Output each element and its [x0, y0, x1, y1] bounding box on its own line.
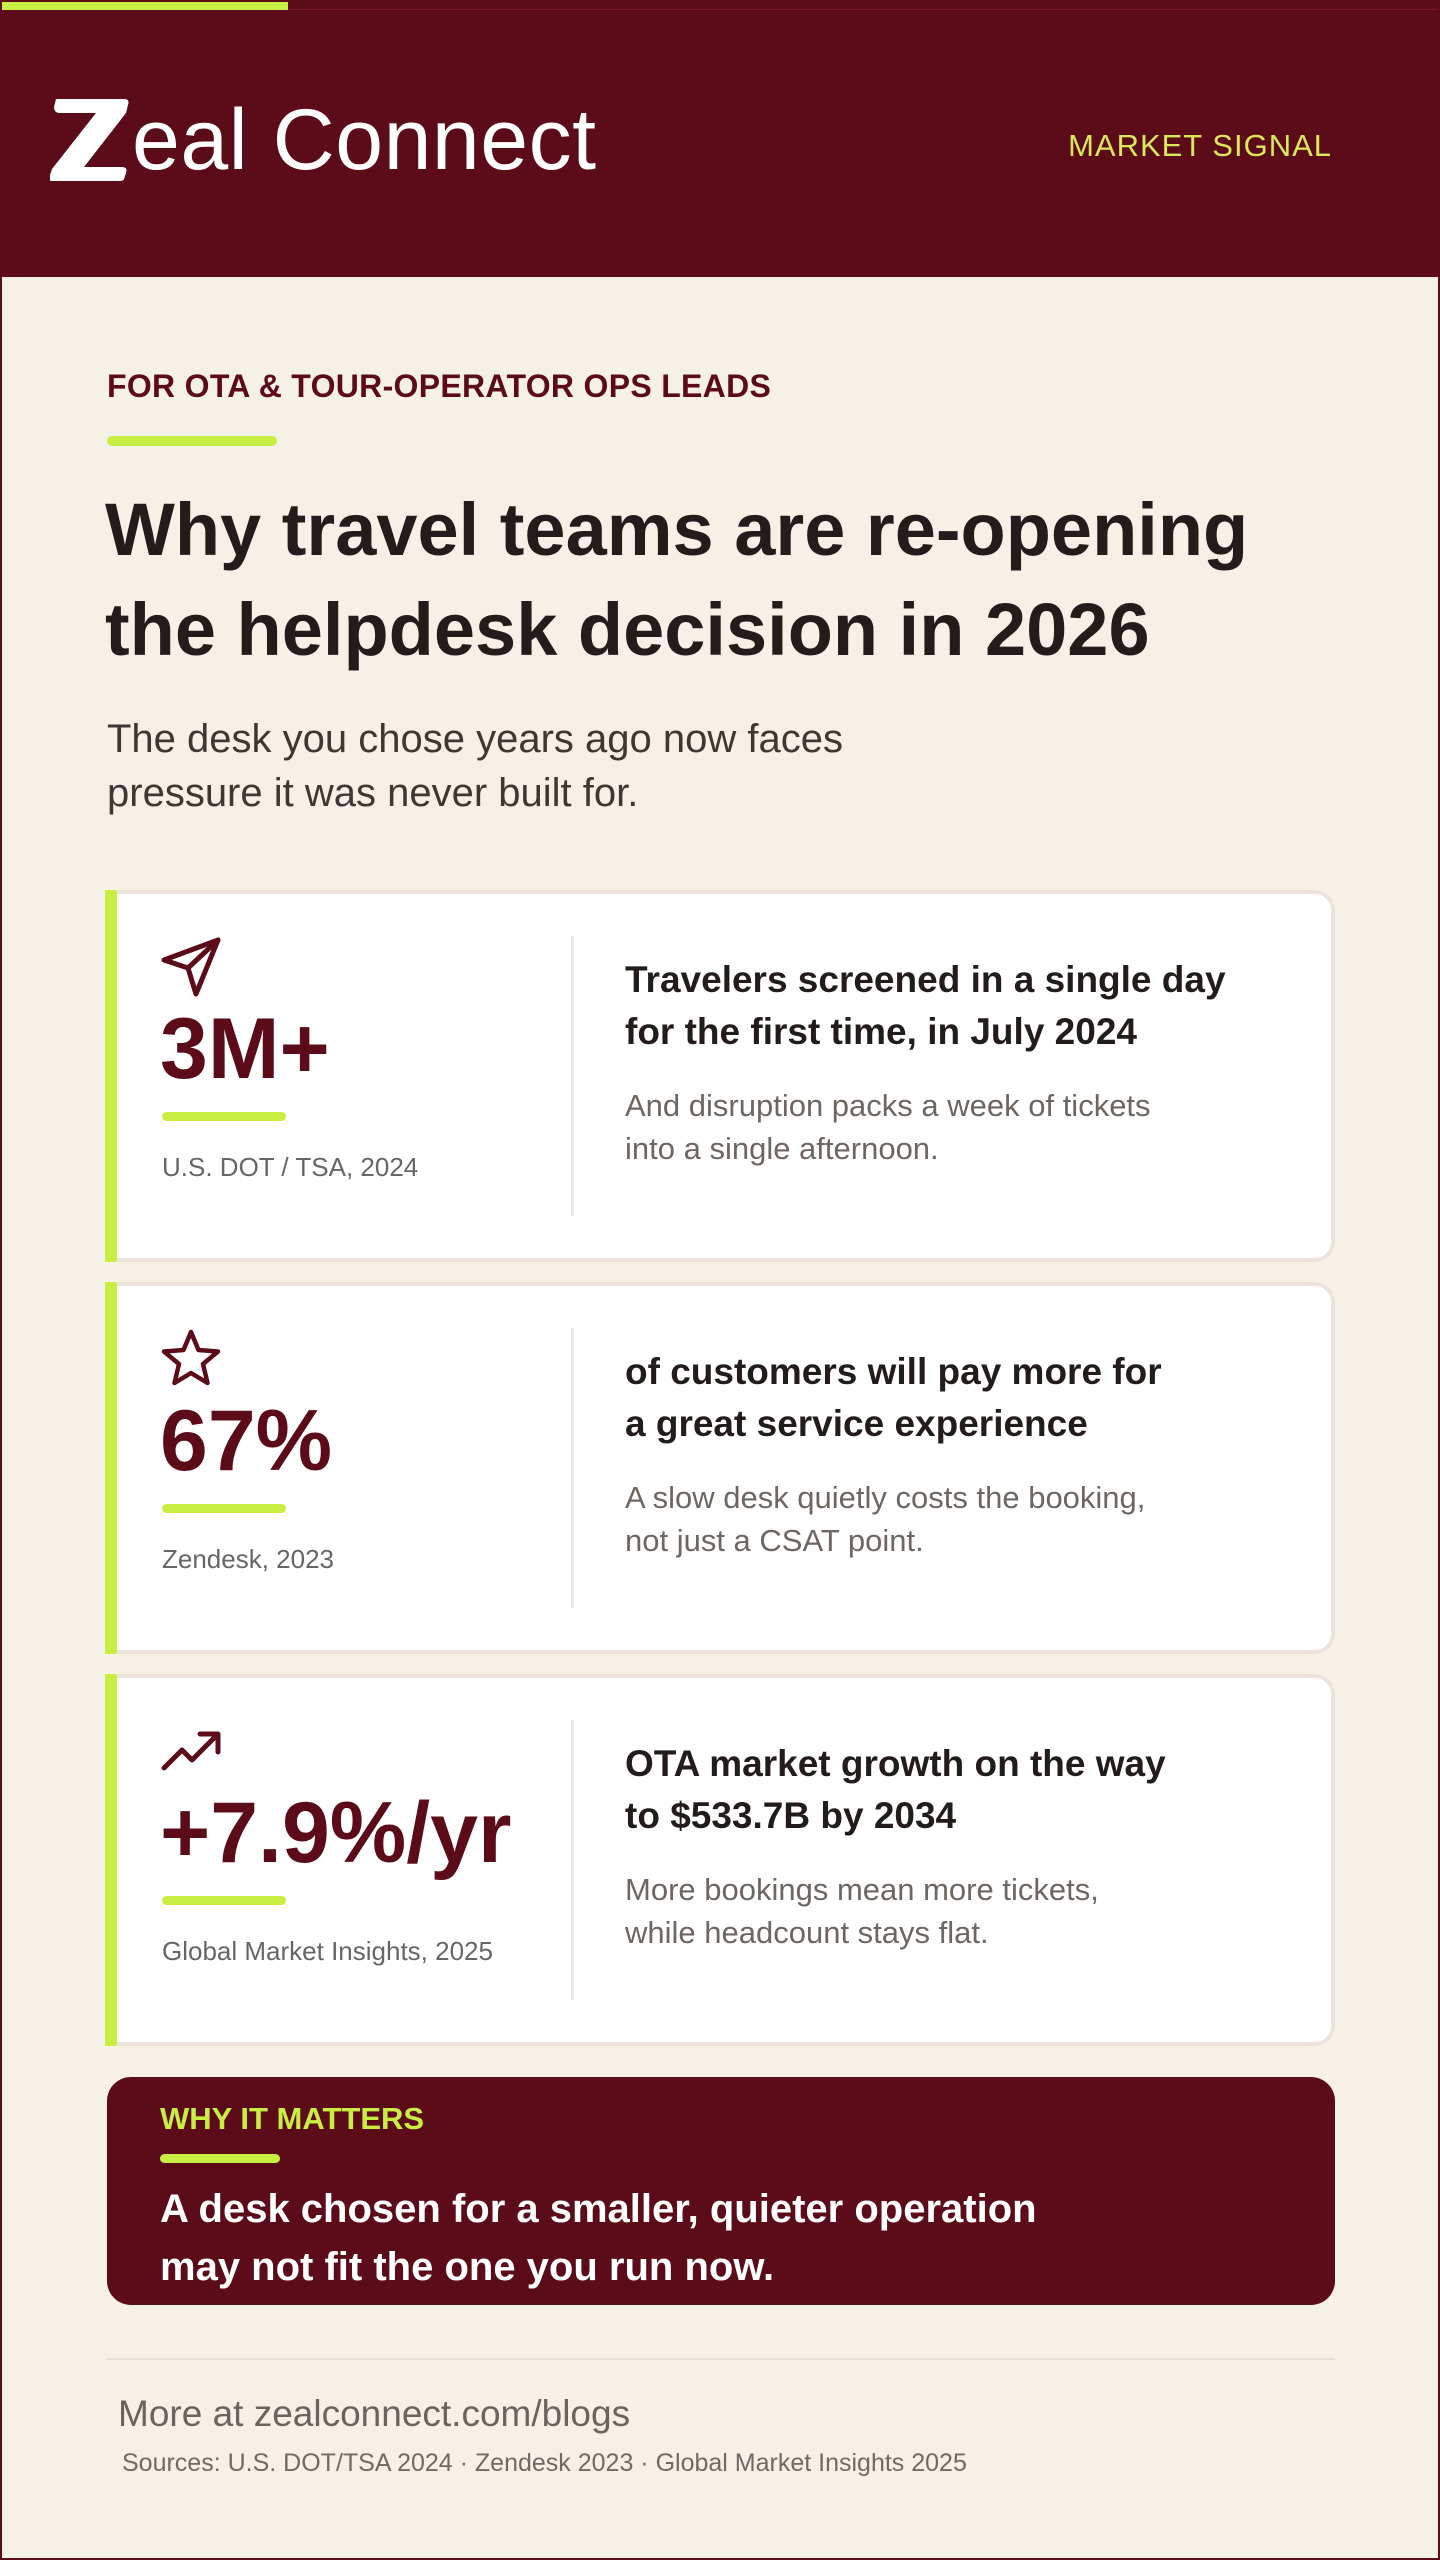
- callout-rule: [160, 2154, 280, 2163]
- stat-card-customers: 67% Zendesk, 2023 of customers will pay …: [105, 1282, 1335, 1654]
- stat-source: Zendesk, 2023: [162, 1544, 335, 1574]
- stat-rule: [162, 1504, 286, 1513]
- headline-line-1: Why travel teams are re-opening: [105, 488, 1249, 571]
- progress-fill: [0, 0, 288, 10]
- stat-title: Travelers screened in a single day for t…: [625, 954, 1285, 1058]
- card-divider: [571, 936, 574, 1216]
- zeal-logo-mark-icon: [50, 99, 129, 181]
- callout-label: WHY IT MATTERS: [160, 2101, 425, 2136]
- why-it-matters-callout: WHY IT MATTERS A desk chosen for a small…: [107, 2077, 1335, 2305]
- card-accent-bar: [105, 890, 117, 1262]
- headline-line-2: the helpdesk decision in 2026: [105, 588, 1150, 671]
- eyebrow-rule: [107, 436, 277, 446]
- blog-link[interactable]: More at zealconnect.com/blogs: [118, 2393, 631, 2434]
- stat-description: More bookings mean more tickets, while h…: [625, 1868, 1245, 1954]
- page-subhead: The desk you chose years ago now faces p…: [107, 712, 927, 820]
- page-headline: Why travel teams are re-opening the help…: [105, 480, 1365, 680]
- progress-track: [0, 0, 1440, 10]
- stat-description: And disruption packs a week of tickets i…: [625, 1084, 1245, 1170]
- card-divider: [571, 1720, 574, 2000]
- stat-desc-line-1: A slow desk quietly costs the booking,: [625, 1480, 1146, 1515]
- header-tag: MARKET SIGNAL: [1068, 128, 1332, 163]
- brand-logo: eal Connect: [50, 95, 596, 185]
- stat-title-line-2: a great service experience: [625, 1403, 1088, 1444]
- card-accent-bar: [105, 1282, 117, 1654]
- stat-source: Global Market Insights, 2025: [162, 1936, 493, 1966]
- stat-title-line-1: of customers will pay more for: [625, 1351, 1162, 1392]
- stat-title: of customers will pay more for a great s…: [625, 1346, 1285, 1450]
- callout-text-line-1: A desk chosen for a smaller, quieter ope…: [160, 2187, 1037, 2231]
- stat-desc-line-2: into a single afternoon.: [625, 1131, 939, 1166]
- stat-title-line-2: to $533.7B by 2034: [625, 1795, 957, 1836]
- stat-value: +7.9%/yr: [160, 1785, 512, 1881]
- stat-desc-line-2: while headcount stays flat.: [625, 1915, 989, 1950]
- stat-desc-line-1: And disruption packs a week of tickets: [625, 1088, 1151, 1123]
- stat-title-line-2: for the first time, in July 2024: [625, 1011, 1137, 1052]
- stat-desc-line-1: More bookings mean more tickets,: [625, 1872, 1099, 1907]
- header-banner: eal Connect MARKET SIGNAL: [0, 0, 1440, 277]
- stat-title-line-1: Travelers screened in a single day: [625, 959, 1226, 1000]
- callout-text-line-2: may not fit the one you run now.: [160, 2245, 775, 2289]
- sources-note: Sources: U.S. DOT/TSA 2024 · Zendesk 202…: [122, 2449, 967, 2477]
- stat-title: OTA market growth on the way to $533.7B …: [625, 1738, 1285, 1842]
- callout-text: A desk chosen for a smaller, quieter ope…: [160, 2180, 1160, 2296]
- paper-plane-icon: [161, 937, 221, 997]
- star-icon: [161, 1329, 221, 1386]
- stat-source: U.S. DOT / TSA, 2024: [162, 1152, 419, 1182]
- card-divider: [571, 1328, 574, 1608]
- brand-name: eal Connect: [132, 92, 597, 188]
- card-accent-bar: [105, 1674, 117, 2046]
- audience-eyebrow: FOR OTA & TOUR-OPERATOR OPS LEADS: [107, 368, 772, 404]
- stat-desc-line-2: not just a CSAT point.: [625, 1523, 924, 1558]
- stat-value: 3M+: [160, 1001, 330, 1097]
- stat-description: A slow desk quietly costs the booking, n…: [625, 1476, 1245, 1562]
- subhead-line-2: pressure it was never built for.: [107, 771, 639, 815]
- footer-divider: [107, 2358, 1335, 2360]
- subhead-line-1: The desk you chose years ago now faces: [107, 717, 843, 761]
- stat-card-screenings: 3M+ U.S. DOT / TSA, 2024 Travelers scree…: [105, 890, 1335, 1262]
- stat-rule: [162, 1112, 286, 1121]
- trend-up-icon: [161, 1731, 221, 1771]
- stat-title-line-1: OTA market growth on the way: [625, 1743, 1166, 1784]
- stat-card-ota-growth: +7.9%/yr Global Market Insights, 2025 OT…: [105, 1674, 1335, 2046]
- stat-value: 67%: [160, 1393, 333, 1489]
- stat-rule: [162, 1896, 286, 1905]
